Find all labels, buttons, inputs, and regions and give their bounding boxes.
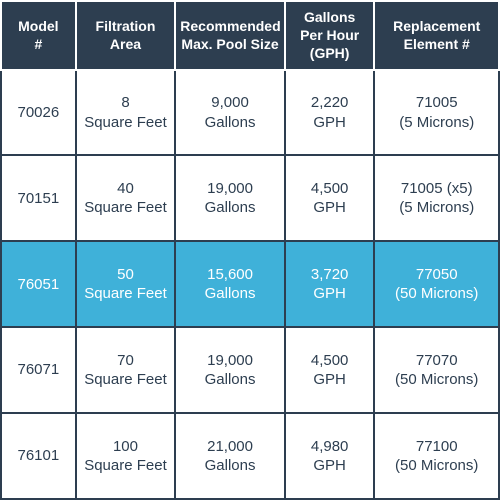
header-text: Recommended (180, 18, 280, 34)
cell-gph: 4,500 GPH (285, 327, 375, 413)
cell-value: Gallons (205, 199, 256, 216)
cell-value: Square Feet (84, 199, 167, 216)
cell-model: 76101 (1, 413, 76, 499)
cell-value: Gallons (205, 371, 256, 388)
cell-value: GPH (313, 199, 346, 216)
header-text: Gallons (304, 9, 355, 25)
cell-model: 70026 (1, 70, 76, 156)
cell-value: Square Feet (84, 371, 167, 388)
table-body: 70026 8 Square Feet 9,000 Gallons 2,220 … (1, 70, 499, 499)
cell-value: 2,220 (311, 94, 349, 111)
pool-filter-table: Model # Filtration Area Recommended Max.… (0, 0, 500, 500)
cell-value: GPH (313, 285, 346, 302)
cell-gph: 4,500 GPH (285, 155, 375, 241)
header-replacement: Replacement Element # (374, 1, 499, 70)
cell-replacement: 77100 (50 Microns) (374, 413, 499, 499)
header-text: Max. Pool Size (181, 36, 278, 52)
cell-value: 70026 (17, 104, 59, 121)
cell-pool: 15,600 Gallons (175, 241, 285, 327)
cell-model: 70151 (1, 155, 76, 241)
cell-value: Square Feet (84, 114, 167, 131)
cell-replacement: 71005 (x5) (5 Microns) (374, 155, 499, 241)
cell-filtration: 70 Square Feet (76, 327, 176, 413)
cell-value: GPH (313, 114, 346, 131)
cell-value: 100 (113, 438, 138, 455)
cell-model: 76051 (1, 241, 76, 327)
cell-value: GPH (313, 371, 346, 388)
cell-replacement: 71005 (5 Microns) (374, 70, 499, 156)
cell-value: 3,720 (311, 266, 349, 283)
cell-replacement: 77070 (50 Microns) (374, 327, 499, 413)
cell-gph: 2,220 GPH (285, 70, 375, 156)
cell-value: (5 Microns) (399, 114, 474, 131)
cell-value: GPH (313, 457, 346, 474)
cell-pool: 21,000 Gallons (175, 413, 285, 499)
header-gph: Gallons Per Hour (GPH) (285, 1, 375, 70)
cell-model: 76071 (1, 327, 76, 413)
cell-value: Square Feet (84, 457, 167, 474)
cell-value: Gallons (205, 285, 256, 302)
header-filtration: Filtration Area (76, 1, 176, 70)
header-text: # (34, 36, 42, 52)
cell-value: Gallons (205, 114, 256, 131)
cell-value: Gallons (205, 457, 256, 474)
cell-value: 4,500 (311, 180, 349, 197)
header-text: Area (110, 36, 141, 52)
cell-value: 77070 (416, 352, 458, 369)
cell-value: (5 Microns) (399, 199, 474, 216)
header-model: Model # (1, 1, 76, 70)
cell-value: 8 (121, 94, 129, 111)
cell-value: 71005 (x5) (401, 180, 473, 197)
cell-value: (50 Microns) (395, 457, 478, 474)
header-row: Model # Filtration Area Recommended Max.… (1, 1, 499, 70)
cell-value: (50 Microns) (395, 371, 478, 388)
cell-value: 76051 (17, 276, 59, 293)
table-row: 70151 40 Square Feet 19,000 Gallons 4,50… (1, 155, 499, 241)
cell-value: (50 Microns) (395, 285, 478, 302)
table-row: 76071 70 Square Feet 19,000 Gallons 4,50… (1, 327, 499, 413)
cell-gph: 4,980 GPH (285, 413, 375, 499)
header-text: Per Hour (300, 27, 359, 43)
cell-value: Square Feet (84, 285, 167, 302)
cell-value: 77100 (416, 438, 458, 455)
table-row: 76101 100 Square Feet 21,000 Gallons 4,9… (1, 413, 499, 499)
cell-value: 77050 (416, 266, 458, 283)
cell-pool: 9,000 Gallons (175, 70, 285, 156)
cell-value: 70151 (17, 190, 59, 207)
cell-value: 71005 (416, 94, 458, 111)
table-row: 76051 50 Square Feet 15,600 Gallons 3,72… (1, 241, 499, 327)
cell-value: 76071 (17, 361, 59, 378)
header-pool-size: Recommended Max. Pool Size (175, 1, 285, 70)
header-text: Element # (404, 36, 470, 52)
cell-filtration: 50 Square Feet (76, 241, 176, 327)
header-text: Filtration (96, 18, 156, 34)
cell-value: 4,500 (311, 352, 349, 369)
cell-pool: 19,000 Gallons (175, 155, 285, 241)
cell-filtration: 8 Square Feet (76, 70, 176, 156)
cell-pool: 19,000 Gallons (175, 327, 285, 413)
header-text: Replacement (393, 18, 480, 34)
cell-value: 70 (117, 352, 134, 369)
cell-gph: 3,720 GPH (285, 241, 375, 327)
cell-value: 40 (117, 180, 134, 197)
cell-value: 76101 (17, 447, 59, 464)
header-text: (GPH) (310, 45, 350, 61)
cell-replacement: 77050 (50 Microns) (374, 241, 499, 327)
cell-value: 19,000 (207, 352, 253, 369)
cell-value: 50 (117, 266, 134, 283)
cell-value: 15,600 (207, 266, 253, 283)
cell-value: 19,000 (207, 180, 253, 197)
header-text: Model (18, 18, 58, 34)
cell-filtration: 40 Square Feet (76, 155, 176, 241)
cell-value: 21,000 (207, 438, 253, 455)
cell-filtration: 100 Square Feet (76, 413, 176, 499)
cell-value: 9,000 (211, 94, 249, 111)
table-row: 70026 8 Square Feet 9,000 Gallons 2,220 … (1, 70, 499, 156)
cell-value: 4,980 (311, 438, 349, 455)
